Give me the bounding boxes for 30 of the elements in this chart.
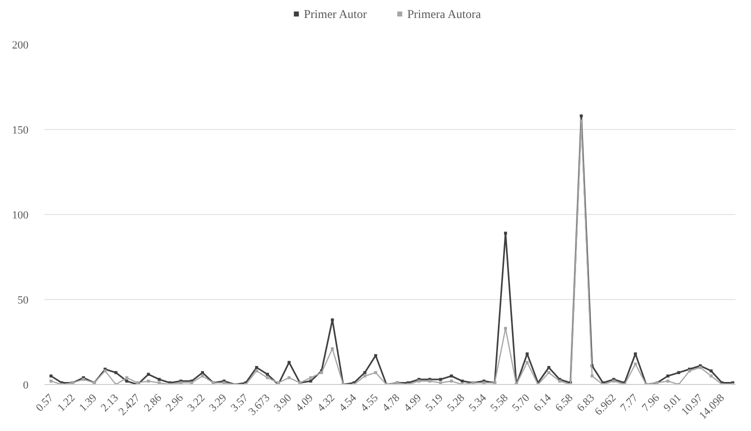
x-tick-label: 1.39 [77,392,100,414]
x-tick-label: 4.55 [358,392,381,414]
x-tick-label: 4.09 [294,392,316,414]
x-tick-label: 2.86 [142,392,165,414]
x-tick-label: 3.22 [185,392,208,414]
x-tick-label: 5.28 [445,392,468,414]
x-tick-label: 5.19 [423,392,446,414]
x-tick-label: 4.78 [380,392,403,414]
x-tick-label: 6.14 [532,392,554,414]
x-tick-label: 5.70 [510,392,532,414]
x-tick-label: 6.58 [553,392,576,414]
y-tick-label: 100 [12,210,29,222]
x-tick-label: 0.57 [34,392,56,414]
y-tick-label: 200 [12,40,29,52]
x-tick-label: 4.32 [315,392,338,414]
legend-label: Primera Autora [407,7,482,21]
x-tick-label: 3.29 [207,392,230,414]
y-tick-label: 0 [23,380,29,392]
x-tick-label: 5.34 [466,392,490,414]
x-tick-label: 1.22 [55,392,78,414]
x-tick-label: 5.58 [488,392,511,414]
x-tick-label: 3.90 [272,392,294,414]
x-tick-label: 2.96 [164,392,186,414]
x-tick-label: 4.99 [402,392,424,414]
x-tick-label: 4.54 [336,392,360,414]
y-tick-label: 150 [12,124,29,136]
legend-label: Primer Autor [304,7,367,21]
x-tick-label: 7.77 [618,392,641,414]
x-tick-label: 7.96 [640,392,662,414]
y-tick-label: 50 [18,294,29,306]
